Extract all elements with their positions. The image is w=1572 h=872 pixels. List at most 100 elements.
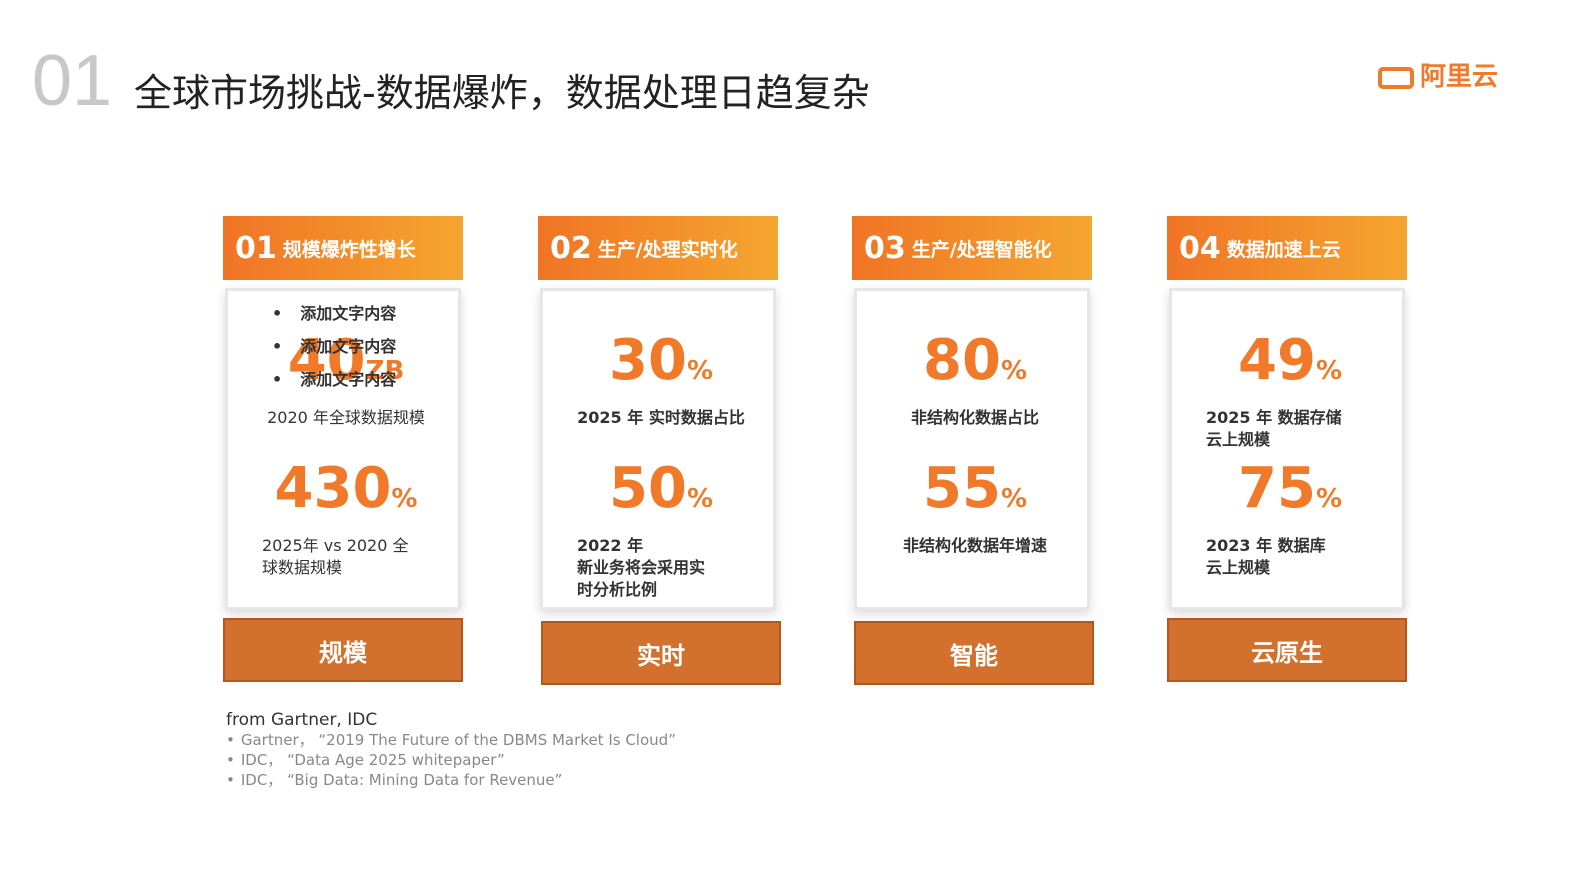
card-number: 01 bbox=[235, 230, 277, 266]
source-item: • Gartner， “2019 The Future of the DBMS M… bbox=[226, 730, 676, 750]
stat-number: 430 bbox=[274, 456, 392, 521]
source-text: Gartner， “2019 The Future of the DBMS Ma… bbox=[240, 731, 676, 749]
source-item: • IDC， “Data Age 2025 whitepaper” bbox=[226, 750, 676, 770]
stat-unit: ZB bbox=[365, 356, 405, 386]
stat-number: 75 bbox=[1238, 456, 1316, 521]
logo-mark bbox=[1378, 67, 1414, 89]
stat-label: 2023 年 数据库 云上规模 bbox=[1172, 535, 1408, 579]
stat-label-line: 球数据规模 bbox=[262, 558, 343, 577]
stat-label: 2022 年新业务将会采用实 时分析比例 bbox=[543, 535, 779, 601]
stat-label: 2025 年 数据存储 云上规模 bbox=[1172, 407, 1408, 451]
bullet-dot: • bbox=[272, 370, 283, 389]
card-number: 03 bbox=[864, 230, 906, 266]
card-heading: 03 生产/处理智能化 bbox=[852, 216, 1092, 280]
card-heading: 04 数据加速上云 bbox=[1167, 216, 1407, 280]
logo: 阿里云 bbox=[1378, 56, 1498, 93]
stat-label-line: 云上规模 bbox=[1206, 558, 1271, 577]
stat-unit: % bbox=[686, 484, 713, 514]
stat-value: 80% bbox=[857, 331, 1093, 401]
stat-label: 2025年 vs 2020 全球数据规模 bbox=[228, 535, 464, 579]
card-body: 40ZB 2020 年全球数据规模 430% 2025年 vs 2020 全球数据规模… bbox=[225, 288, 461, 610]
card-heading-text: 生产/处理实时化 bbox=[597, 238, 738, 261]
stat: 40ZB 2020 年全球数据规模 bbox=[228, 331, 464, 429]
stat-unit: % bbox=[391, 484, 418, 514]
stat-label-line: 时分析比例 bbox=[577, 580, 658, 599]
card-heading: 02 生产/处理实时化 bbox=[538, 216, 778, 280]
stat-label-line: 2020 年全球数据规模 bbox=[267, 408, 425, 427]
card-footer: 智能 bbox=[854, 621, 1094, 685]
sources-list: • Gartner， “2019 The Future of the DBMS M… bbox=[226, 730, 676, 790]
source-item: • IDC， “Big Data: Mining Data for Revenue… bbox=[226, 770, 676, 790]
stat-number: 40 bbox=[287, 328, 366, 393]
card-body: 30% 2025 年 实时数据占比 50% 2022 年新业务将会采用实 时分析比例 bbox=[540, 288, 776, 610]
stat-label: 非结构化数据年增速 bbox=[857, 535, 1093, 557]
stat-unit: % bbox=[686, 356, 713, 386]
card-footer: 云原生 bbox=[1167, 618, 1407, 682]
stat-unit: % bbox=[1000, 484, 1027, 514]
stat-number: 80 bbox=[923, 328, 1001, 393]
bullet-list: • 添加文字内容 • 添加文字内容 • 添加文字内容 bbox=[272, 297, 396, 396]
stat: 55% 非结构化数据年增速 bbox=[857, 459, 1093, 557]
stat-value: 55% bbox=[857, 459, 1093, 529]
logo-text: 阿里云 bbox=[1420, 62, 1499, 92]
stat: 80% 非结构化数据占比 bbox=[857, 331, 1093, 429]
stat-label: 2020 年全球数据规模 bbox=[228, 407, 464, 429]
stat-label-line: 2025年 vs 2020 全 bbox=[262, 536, 409, 555]
bullet-text: 添加文字内容 bbox=[300, 370, 397, 389]
source-text: IDC， “Big Data: Mining Data for Revenue” bbox=[240, 771, 563, 789]
stat-label-line: 云上规模 bbox=[1206, 430, 1271, 449]
stat: 430% 2025年 vs 2020 全球数据规模 bbox=[228, 459, 464, 579]
stat-number: 55 bbox=[923, 456, 1001, 521]
stat-label-line: 2025 年 数据存储 bbox=[1206, 408, 1342, 427]
stat-label-line: 新业务将会采用实 bbox=[577, 558, 706, 577]
stat-label-line: 2022 年 bbox=[577, 536, 644, 555]
stat-value: 30% bbox=[543, 331, 779, 401]
source-text: IDC， “Data Age 2025 whitepaper” bbox=[240, 751, 505, 769]
stat: 75% 2023 年 数据库 云上规模 bbox=[1172, 459, 1408, 579]
stat-value: 49% bbox=[1172, 331, 1408, 401]
bullet-item: • 添加文字内容 bbox=[272, 297, 396, 330]
slide-title: 全球市场挑战-数据爆炸，数据处理日趋复杂 bbox=[134, 71, 870, 115]
card-body: 49% 2025 年 数据存储 云上规模 75% 2023 年 数据库 云上规模 bbox=[1169, 288, 1405, 610]
stat-value: 430% bbox=[228, 459, 464, 529]
stat: 50% 2022 年新业务将会采用实 时分析比例 bbox=[543, 459, 779, 601]
stat-label-line: 非结构化数据占比 bbox=[910, 408, 1039, 427]
source-dot: • bbox=[226, 771, 235, 789]
bullet-item: • 添加文字内容 bbox=[272, 330, 396, 363]
card-heading-text: 数据加速上云 bbox=[1226, 238, 1341, 261]
stat: 30% 2025 年 实时数据占比 bbox=[543, 331, 779, 429]
sources-intro: from Gartner, IDC bbox=[226, 710, 378, 730]
bullet-text: 添加文字内容 bbox=[300, 304, 397, 323]
stat-label: 非结构化数据占比 bbox=[857, 407, 1093, 429]
stat-value: 50% bbox=[543, 459, 779, 529]
slide-number: 01 bbox=[32, 41, 113, 121]
stat-value: 75% bbox=[1172, 459, 1408, 529]
stat-unit: % bbox=[1315, 484, 1342, 514]
card-footer: 规模 bbox=[223, 618, 463, 682]
stat-unit: % bbox=[1000, 356, 1027, 386]
card-heading: 01 规模爆炸性增长 bbox=[223, 216, 463, 280]
stat-label-line: 非结构化数据年增速 bbox=[902, 536, 1047, 555]
stat-number: 30 bbox=[609, 328, 687, 393]
stat-number: 50 bbox=[609, 456, 687, 521]
source-dot: • bbox=[226, 731, 235, 749]
card-body: 80% 非结构化数据占比 55% 非结构化数据年增速 bbox=[854, 288, 1090, 610]
bullet-dot: • bbox=[272, 337, 283, 356]
stat: 49% 2025 年 数据存储 云上规模 bbox=[1172, 331, 1408, 451]
stat-number: 49 bbox=[1238, 328, 1316, 393]
source-dot: • bbox=[226, 751, 235, 769]
sources: from Gartner, IDC • Gartner， “2019 The Fu… bbox=[226, 710, 676, 790]
bullet-dot: • bbox=[272, 304, 283, 323]
card-heading-text: 规模爆炸性增长 bbox=[282, 238, 416, 261]
stat-label: 2025 年 实时数据占比 bbox=[543, 407, 779, 429]
stat-value: 40ZB bbox=[228, 331, 464, 401]
stat-unit: % bbox=[1315, 356, 1342, 386]
card-number: 02 bbox=[550, 230, 592, 266]
bullet-item: • 添加文字内容 bbox=[272, 363, 396, 396]
bullet-text: 添加文字内容 bbox=[300, 337, 397, 356]
stat-label-line: 2023 年 数据库 bbox=[1206, 536, 1326, 555]
card-heading-text: 生产/处理智能化 bbox=[911, 238, 1052, 261]
card-number: 04 bbox=[1179, 230, 1221, 266]
stat-label-line: 2025 年 实时数据占比 bbox=[577, 408, 745, 427]
